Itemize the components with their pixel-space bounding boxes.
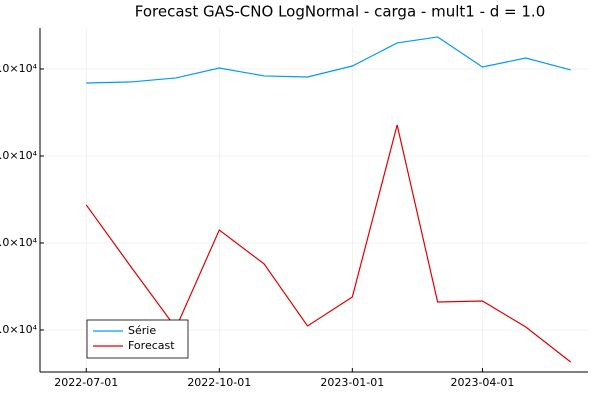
x-tick-label: 2023-04-01 (450, 376, 514, 389)
y-tick-label: 4.0×10⁴ (0, 62, 38, 75)
y-tick-label: 2.0×10⁴ (0, 236, 38, 249)
chart-title: Forecast GAS-CNO LogNormal - carga - mul… (135, 3, 546, 21)
legend: Série Forecast (86, 319, 189, 359)
series-line (85, 124, 572, 363)
x-tick-label: 2022-10-01 (187, 376, 251, 389)
y-tick-label: 3.0×10⁴ (0, 149, 38, 162)
legend-label: Forecast (128, 339, 175, 352)
series-line (86, 36, 571, 84)
x-tick-label: 2022-07-01 (54, 376, 118, 389)
x-tick-label: 2023-01-01 (320, 376, 384, 389)
y-tick-label: 1.0×10⁴ (0, 323, 38, 336)
legend-box (86, 319, 189, 359)
legend-label: Série (128, 324, 156, 337)
